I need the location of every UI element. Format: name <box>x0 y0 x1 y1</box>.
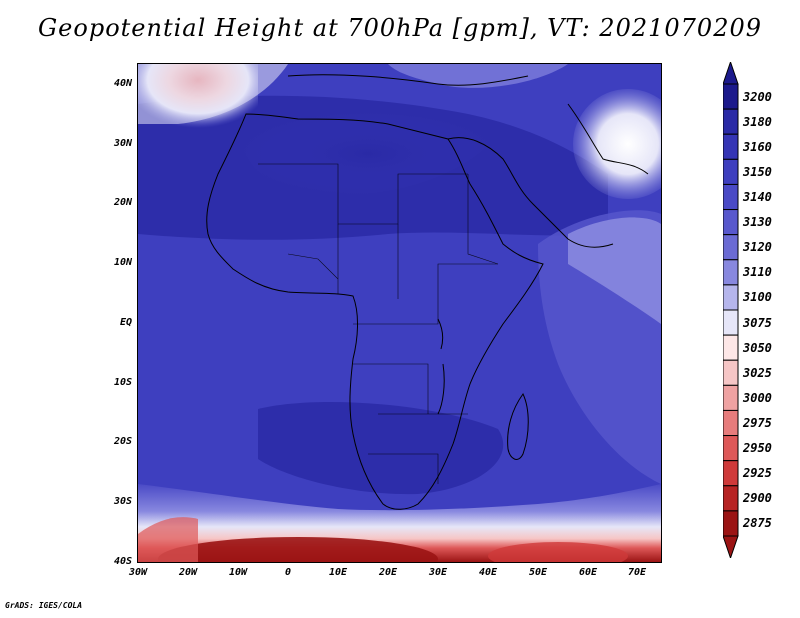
colorbar-segment <box>723 334 739 361</box>
colorbar-level-label: 3180 <box>743 114 772 129</box>
credit-text: GrADS: IGES/COLA <box>5 601 83 610</box>
lat-tick-label: 40S <box>113 556 132 567</box>
southern-low-core <box>158 537 438 562</box>
colorbar-segment <box>723 83 739 110</box>
colorbar-segment <box>723 460 739 487</box>
colorbar-level-label: 2975 <box>743 416 772 430</box>
ne-pale-region <box>573 89 661 199</box>
sw-low-patch <box>138 517 198 562</box>
lon-tick-label: 70E <box>627 567 647 578</box>
colorbar-segment <box>723 209 739 236</box>
colorbar-level-label: 3050 <box>743 340 772 355</box>
map-title: Geopotential Height at 700hPa [gpm], VT:… <box>38 14 762 42</box>
mediterranean-band <box>388 64 568 88</box>
red-sea-coast <box>447 137 569 240</box>
colorbar-level-label: 3100 <box>743 290 772 305</box>
great-lakes <box>437 318 445 415</box>
sahara-core <box>238 111 498 196</box>
lat-tick-label: 20S <box>113 436 132 447</box>
colorbar-graphic <box>723 62 739 558</box>
colorbar-level-label: 3120 <box>743 240 772 255</box>
colorbar-segment <box>723 259 739 286</box>
lon-tick-label: 50E <box>528 567 548 578</box>
colorbar-level-label: 3160 <box>743 139 772 154</box>
colorbar-segment <box>723 485 739 512</box>
lat-tick-label: 10N <box>113 257 132 268</box>
colorbar-segment <box>723 435 739 462</box>
coastlines <box>206 74 649 510</box>
lon-tick-label: 10E <box>328 567 348 578</box>
country-borders <box>258 163 499 484</box>
lat-tick-label: 30S <box>113 496 132 507</box>
colorbar-level-label: 3110 <box>743 265 772 280</box>
colorbar-level-label: 3000 <box>743 390 772 405</box>
southern-low-secondary <box>488 542 628 562</box>
colorbar-segment <box>723 183 739 211</box>
colorbar-segment <box>723 384 739 411</box>
lon-tick-label: 40E <box>478 567 498 578</box>
colorbar-segment <box>723 409 739 437</box>
colorbar-segment <box>723 284 739 311</box>
lon-tick-label: 10W <box>228 567 248 578</box>
mediterranean-north-coast <box>287 74 529 86</box>
colorbar-segment <box>723 158 739 185</box>
colorbar-segment <box>723 309 739 336</box>
nw-pale-band <box>138 64 288 124</box>
colorbar-level-label: 3200 <box>743 89 772 104</box>
colorbar-level-label: 2900 <box>743 491 772 506</box>
colorbar-level-label: 3130 <box>743 215 772 230</box>
lat-tick-label: 20N <box>113 197 132 208</box>
colorbar-segment <box>723 133 739 160</box>
colorbar-level-label: 3140 <box>743 190 772 204</box>
lon-tick-label: 0 <box>284 567 292 578</box>
lat-tick-label: 30N <box>113 138 132 149</box>
colorbar-segment <box>723 359 739 386</box>
colorbar-level-label: 2950 <box>743 441 772 456</box>
africa-coastline <box>206 113 544 510</box>
lon-tick-label: 20E <box>378 567 398 578</box>
colorbar-level-label: 3025 <box>743 365 772 380</box>
colorbar-level-label: 3150 <box>743 164 772 179</box>
colorbar-level-label: 2925 <box>743 466 772 481</box>
colorbar-top-arrow <box>723 62 739 85</box>
lon-tick-label: 30W <box>128 567 148 578</box>
arabian-coast <box>567 238 614 248</box>
middle-east-coast <box>567 103 649 175</box>
colorbar-segment <box>723 234 739 261</box>
lat-tick-label: 10S <box>113 377 132 388</box>
lon-tick-label: 60E <box>578 567 598 578</box>
colorbar-level-label: 2875 <box>743 516 772 531</box>
colorbar-bottom-arrow <box>723 535 739 558</box>
madagascar-coastline <box>507 393 529 460</box>
colorbar-segment <box>723 108 739 135</box>
south-africa-high <box>258 401 504 495</box>
geopotential-field <box>138 64 661 562</box>
lon-tick-label: 30E <box>428 567 448 578</box>
arabian-sea-region <box>568 217 661 324</box>
lat-tick-label: EQ <box>119 317 132 328</box>
lon-tick-label: 20W <box>178 567 198 578</box>
colorbar-segment <box>723 510 739 537</box>
lat-tick-label: 40N <box>113 78 132 89</box>
map-plot-area <box>137 63 662 563</box>
colorbar-level-label: 3075 <box>743 315 772 330</box>
